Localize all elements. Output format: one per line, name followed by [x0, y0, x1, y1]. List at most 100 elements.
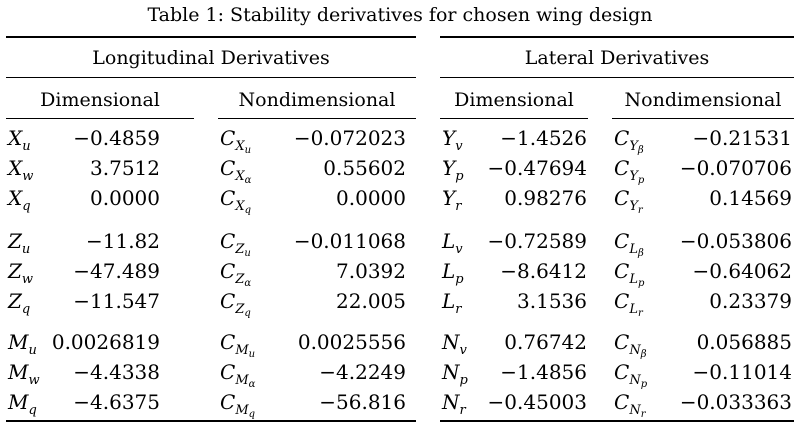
symbol-base: C [614, 229, 630, 253]
table-caption: Table 1: Stability derivatives for chose… [147, 4, 653, 26]
derivative-symbol: CXq [220, 186, 251, 216]
derivative-value: −1.4856 [500, 360, 587, 384]
symbol-subscript: Yr [629, 199, 643, 216]
symbol-subscript: p [455, 272, 463, 287]
symbol-base: C [220, 390, 236, 414]
symbol-sub-subscript: q [244, 308, 251, 319]
symbol-subscript: Lp [629, 272, 644, 289]
symbol-subscript-text: w [22, 169, 34, 184]
symbol-base: C [220, 330, 236, 354]
derivative-symbol: Nv [442, 330, 467, 358]
symbol-subscript: q [28, 403, 36, 418]
derivative-value: −4.2249 [319, 360, 406, 384]
symbol-sub-subscript: u [248, 349, 256, 360]
symbol-subscript: Zu [235, 242, 251, 259]
sub-rule-1 [6, 118, 194, 119]
symbol-subscript: w [22, 169, 33, 184]
symbol-subscript-text: N [629, 343, 641, 358]
symbol-subscript: q [22, 199, 30, 214]
derivative-symbol: CXα [220, 156, 251, 186]
symbol-subscript: p [455, 169, 463, 184]
derivative-value: −0.033363 [679, 390, 792, 414]
symbol-base: C [614, 289, 630, 313]
derivative-value: −0.72589 [487, 229, 587, 253]
symbol-base: Y [442, 186, 456, 210]
symbol-subscript: v [455, 139, 462, 154]
symbol-sub-subscript: p [637, 175, 645, 186]
derivative-symbol: CZq [220, 289, 251, 319]
symbol-sub-subscript: r [637, 308, 643, 319]
symbol-base: C [614, 390, 630, 414]
symbol-subscript-text: X [235, 139, 245, 154]
derivative-value: −4.4338 [73, 360, 160, 384]
symbol-subscript-text: q [28, 403, 37, 418]
derivative-value: −0.070706 [679, 156, 792, 180]
symbol-base: C [220, 259, 236, 283]
symbol-subscript: Nβ [629, 343, 647, 360]
symbol-subscript: p [460, 373, 468, 388]
symbol-subscript: Mu [235, 343, 256, 360]
symbol-base: Y [442, 126, 456, 150]
symbol-subscript-text: X [235, 199, 245, 214]
symbol-base: L [442, 289, 456, 313]
symbol-subscript: u [22, 139, 30, 154]
symbol-base: N [442, 390, 460, 414]
derivative-symbol: CZα [220, 259, 251, 289]
group-rule-left [6, 77, 416, 78]
symbol-subscript-text: M [235, 373, 249, 388]
symbol-subscript: v [460, 343, 467, 358]
symbol-base: C [220, 186, 236, 210]
derivative-symbol: Np [442, 360, 468, 388]
symbol-subscript-text: Z [235, 302, 245, 317]
symbol-subscript-text: L [629, 242, 638, 257]
symbol-base: X [8, 186, 23, 210]
symbol-subscript: v [455, 242, 462, 257]
symbol-subscript: w [22, 272, 33, 287]
symbol-base: M [8, 360, 29, 384]
symbol-base: C [614, 330, 630, 354]
symbol-sub-subscript: r [637, 205, 643, 216]
group-header-lateral: Lateral Derivatives [524, 47, 710, 69]
symbol-base: C [220, 360, 236, 384]
derivative-value: 0.76742 [504, 330, 587, 354]
symbol-sub-subscript: p [640, 379, 648, 390]
symbol-subscript-text: Z [235, 242, 245, 257]
symbol-subscript-text: p [455, 272, 464, 287]
symbol-subscript: w [28, 373, 39, 388]
symbol-sub-subscript: α [248, 379, 256, 390]
symbol-subscript: Lβ [629, 242, 643, 259]
derivative-symbol: Nr [442, 390, 466, 418]
derivative-value: −0.4859 [73, 126, 160, 150]
derivative-symbol: CLr [614, 289, 643, 319]
derivative-symbol: CYβ [614, 126, 644, 156]
derivative-value: −0.64062 [692, 259, 792, 283]
symbol-subscript-text: N [629, 373, 641, 388]
symbol-base: L [442, 259, 456, 283]
symbol-base: Z [8, 289, 22, 313]
derivative-value: −0.47694 [487, 156, 587, 180]
symbol-subscript: u [28, 343, 36, 358]
derivative-symbol: Zw [8, 259, 33, 287]
derivative-value: 0.98276 [504, 186, 587, 210]
symbol-base: C [614, 360, 630, 384]
subheader-lat-nondimensional: Nondimensional [624, 89, 782, 111]
derivative-symbol: CMα [220, 360, 255, 390]
derivative-symbol: CMq [220, 390, 255, 420]
symbol-subscript-text: p [455, 169, 464, 184]
derivative-symbol: Zu [8, 229, 30, 257]
symbol-subscript-text: M [235, 343, 249, 358]
symbol-subscript: Np [629, 373, 648, 390]
derivative-value: 0.0000 [90, 186, 160, 210]
symbol-subscript-text: Z [235, 272, 245, 287]
symbol-subscript-text: r [455, 302, 462, 317]
symbol-sub-subscript: β [640, 349, 647, 360]
sub-rule-2 [218, 118, 416, 119]
symbol-base: N [442, 360, 460, 384]
symbol-subscript: r [455, 302, 461, 317]
derivative-value: −4.6375 [73, 390, 160, 414]
symbol-base: C [614, 186, 630, 210]
symbol-subscript: Zq [235, 302, 251, 319]
symbol-subscript-text: L [629, 272, 638, 287]
symbol-base: C [614, 126, 630, 150]
derivative-symbol: Yp [442, 156, 464, 184]
